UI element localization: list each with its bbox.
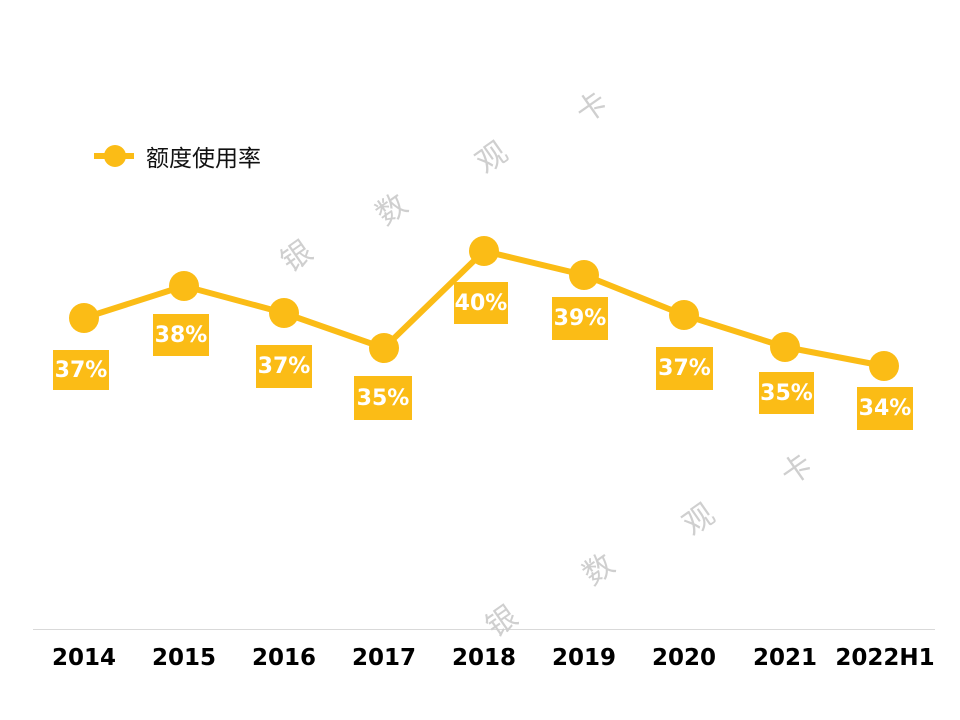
legend-marker-icon [94, 145, 134, 167]
data-point [469, 236, 499, 266]
data-label: 34% [857, 387, 913, 430]
data-point [569, 260, 599, 290]
x-tick-label: 2019 [551, 645, 616, 671]
data-label: 37% [256, 345, 312, 388]
legend: 额度使用率 [94, 140, 261, 172]
data-label: 35% [354, 376, 412, 420]
data-point [869, 351, 899, 381]
x-axis-line [33, 629, 935, 630]
data-point [669, 300, 699, 330]
x-tick-label: 2017 [351, 645, 416, 671]
data-point [369, 333, 399, 363]
x-tick-label: 2018 [451, 645, 516, 671]
data-label: 39% [552, 297, 608, 340]
data-point [69, 303, 99, 333]
x-tick-label: 2020 [651, 645, 716, 671]
data-point [269, 298, 299, 328]
data-label: 35% [759, 372, 814, 414]
data-label: 38% [153, 314, 209, 356]
series-points [69, 236, 899, 381]
x-tick-label: 2015 [151, 645, 216, 671]
data-label: 40% [454, 282, 508, 324]
x-tick-label: 2014 [51, 645, 116, 671]
legend-dot [104, 145, 126, 167]
x-tick-label: 2021 [752, 645, 817, 671]
data-label: 37% [656, 347, 713, 390]
data-label: 37% [53, 350, 109, 390]
x-tick-label: 2016 [251, 645, 316, 671]
data-point [169, 271, 199, 301]
data-point [770, 332, 800, 362]
legend-label: 额度使用率 [146, 146, 261, 172]
x-tick-label: 2022H1 [835, 645, 935, 671]
